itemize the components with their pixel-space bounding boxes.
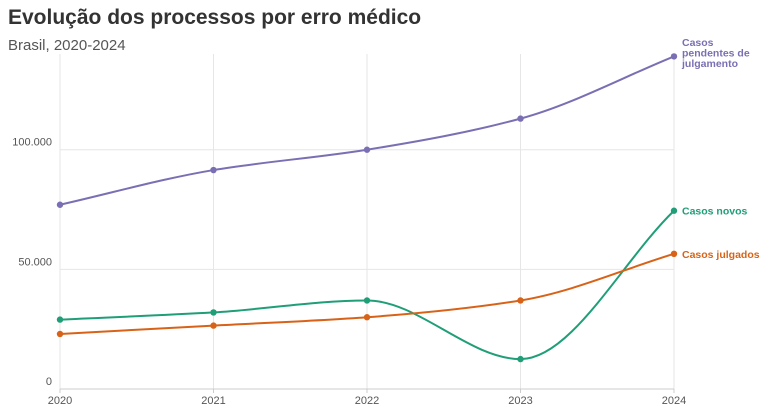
y-tick-label: 0 xyxy=(46,376,52,388)
data-point-julgados xyxy=(670,250,678,258)
data-point-novos xyxy=(670,207,678,214)
data-point-novos xyxy=(517,355,524,363)
series-labels: Casos pendentes de julgamento Casos novos Ca… xyxy=(681,37,760,261)
data-point-pendentes xyxy=(517,115,524,122)
chart-title: Evolução dos processos por erro médico xyxy=(8,6,422,29)
data-point-julgados xyxy=(56,330,64,338)
data-point-novos xyxy=(56,316,64,323)
data-point-pendentes xyxy=(56,201,64,208)
chart-subtitle: Brasil, 2020-2024 xyxy=(8,37,126,54)
data-point-pendentes xyxy=(363,146,371,153)
series-label-line: pendentes de xyxy=(682,47,750,59)
data-point-julgados xyxy=(210,322,217,329)
series-points xyxy=(56,53,678,363)
data-point-novos xyxy=(363,297,371,304)
series-label-line: Casos xyxy=(682,37,714,49)
x-tick-label: 2020 xyxy=(48,395,72,407)
series-label-line: Casos novos xyxy=(682,206,748,218)
x-tick-label: 2021 xyxy=(201,395,225,407)
data-point-pendentes xyxy=(670,53,678,60)
data-point-julgados xyxy=(517,297,524,304)
series-label-line: Casos julgados xyxy=(682,249,760,261)
x-tick-label: 2022 xyxy=(355,395,379,407)
data-point-julgados xyxy=(363,314,371,321)
series-label-pendentes: Casos pendentes de julgamento xyxy=(681,37,750,70)
series-label-novos: Casos novos xyxy=(682,206,748,218)
data-point-pendentes xyxy=(210,166,217,174)
x-tick-label: 2023 xyxy=(508,395,532,407)
x-tick-label: 2024 xyxy=(662,395,686,407)
series-label-line: julgamento xyxy=(681,58,738,70)
data-point-novos xyxy=(210,309,217,316)
y-tick-label: 100.000 xyxy=(12,137,52,149)
series-line-novos xyxy=(59,210,675,361)
y-tick-label: 50.000 xyxy=(18,256,52,268)
series-label-julgados: Casos julgados xyxy=(682,249,760,261)
grid-layer: 0 50.000 100.000 2020 2021 2022 2023 2024 xyxy=(12,54,686,407)
